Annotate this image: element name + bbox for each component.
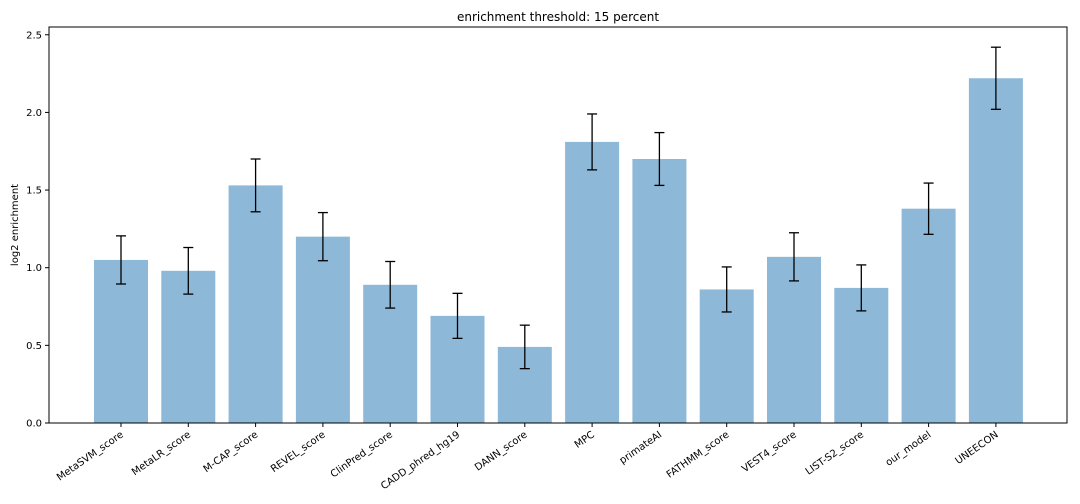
x-tick-label: UNEECON [954, 429, 1001, 467]
error-bar-VEST4_score [789, 232, 799, 282]
bar-UNEECON [968, 78, 1023, 423]
error-bar-LIST-S2_score [856, 264, 867, 312]
x-axis: MetaSVM_score MetaLR_score M-CAP_score REVE… [55, 423, 1001, 492]
chart-title: enrichment threshold: 15 percent [457, 10, 659, 24]
x-tick-label: our_model [884, 429, 933, 468]
bar-REVEL_score [295, 236, 350, 423]
error-bar-CADD_phred_hg19 [452, 292, 463, 340]
x-tick-label: primateAI [618, 429, 664, 466]
error-bar-MPC [587, 113, 598, 171]
x-tick-label: FATHMM_score [665, 429, 732, 480]
x-tick-label: MPC [573, 429, 597, 450]
x-tick-label: MetaLR_score [130, 429, 193, 478]
x-tick-label: DANN_score [473, 429, 529, 473]
bar-MetaLR_score [161, 270, 216, 423]
bar-primateAI [632, 159, 687, 423]
error-bar-M-CAP_score [250, 158, 261, 213]
y-tick-label: 0.5 [26, 341, 42, 352]
x-tick-label: MetaSVM_score [55, 429, 126, 483]
bar-VEST4_score [767, 256, 821, 423]
x-tick-label: M-CAP_score [202, 429, 261, 475]
error-bar-UNEECON [990, 46, 1001, 110]
bar-M-CAP_score [228, 185, 283, 423]
error-bar-ClinPred_score [385, 260, 396, 309]
plot-frame [48, 26, 1068, 424]
x-tick-label: VEST4_score [740, 429, 799, 475]
error-bar-MetaLR_score [183, 246, 194, 295]
error-bar-REVEL_score [317, 211, 328, 262]
error-bar-MetaSVM_score [116, 235, 126, 285]
error-bar-DANN_score [519, 324, 530, 370]
bars-group [94, 78, 1023, 423]
x-tick-label: REVEL_score [269, 429, 328, 475]
bar-our_model [901, 208, 956, 423]
error-bar-FATHMM_score [721, 266, 732, 313]
y-tick-label: 2.0 [26, 108, 42, 119]
x-tick-label: LIST-S2_score [804, 429, 866, 477]
y-axis-label: log2 enrichment [10, 184, 21, 266]
y-tick-label: 0.0 [26, 419, 42, 430]
x-tick-label: ClinPred_score [329, 429, 395, 480]
y-tick-label: 1.5 [26, 186, 42, 197]
bar-MPC [565, 141, 620, 423]
error-bar-our_model [923, 182, 934, 235]
y-axis: 0.0 0.5 1.0 1.5 2.0 2.5 [26, 30, 49, 430]
error-bars-group [116, 46, 1001, 370]
bar-MetaSVM_score [94, 259, 148, 423]
y-tick-label: 2.5 [26, 30, 42, 41]
error-bar-primateAI [654, 131, 665, 187]
y-tick-label: 1.0 [26, 263, 42, 274]
